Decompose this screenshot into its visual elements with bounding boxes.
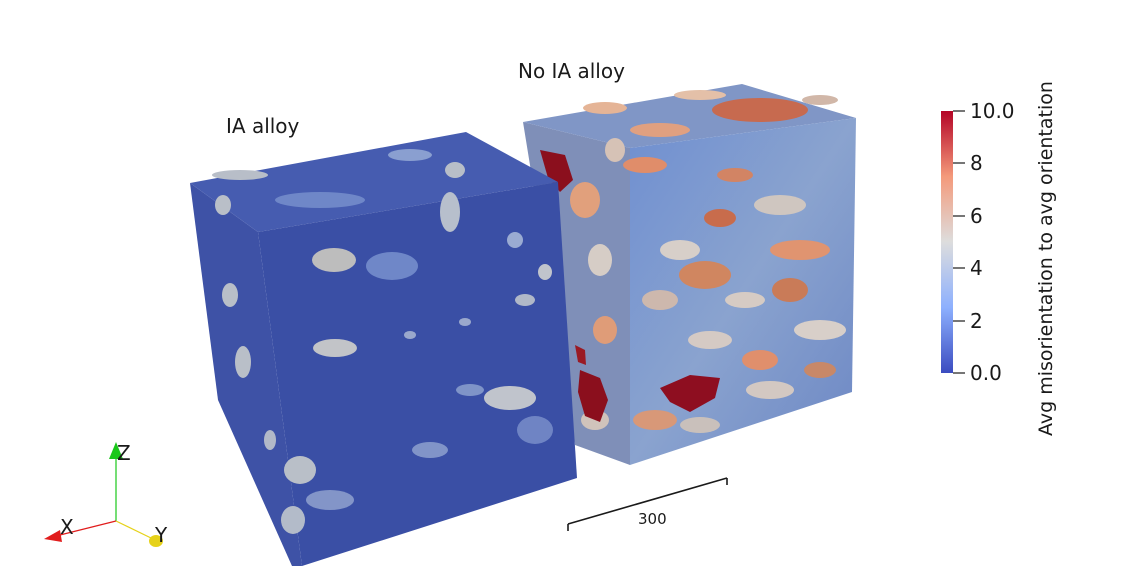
colorbar-tick-label: 2 xyxy=(970,309,983,333)
colorbar-title: Avg misorientation to avg orientation xyxy=(1035,81,1057,436)
ia-cube-front-face xyxy=(258,182,577,566)
y-axis-label: Y xyxy=(154,523,168,547)
colorbar-tick-label: 10.0 xyxy=(970,99,1015,123)
no-ia-alloy-cube xyxy=(523,84,856,465)
no-ia-alloy-label: No IA alloy xyxy=(518,59,625,83)
colorbar: 10.0 8 6 4 2 0.0 Avg misorientation to a… xyxy=(941,81,1057,436)
scale-bar: 300 xyxy=(568,478,727,531)
x-axis-label: X xyxy=(60,515,74,539)
colorbar-tick-label: 8 xyxy=(970,151,983,175)
colorbar-tick-label: 4 xyxy=(970,256,983,280)
ia-alloy-cube xyxy=(190,132,577,566)
colorbar-tick-label: 0.0 xyxy=(970,361,1002,385)
scale-bar-label: 300 xyxy=(638,510,667,528)
colorbar-tick-label: 6 xyxy=(970,204,983,228)
ia-alloy-label: IA alloy xyxy=(226,114,300,138)
z-axis-label: Z xyxy=(117,441,131,465)
orientation-axes: Z X Y xyxy=(44,441,168,547)
colorbar-gradient xyxy=(941,111,953,373)
